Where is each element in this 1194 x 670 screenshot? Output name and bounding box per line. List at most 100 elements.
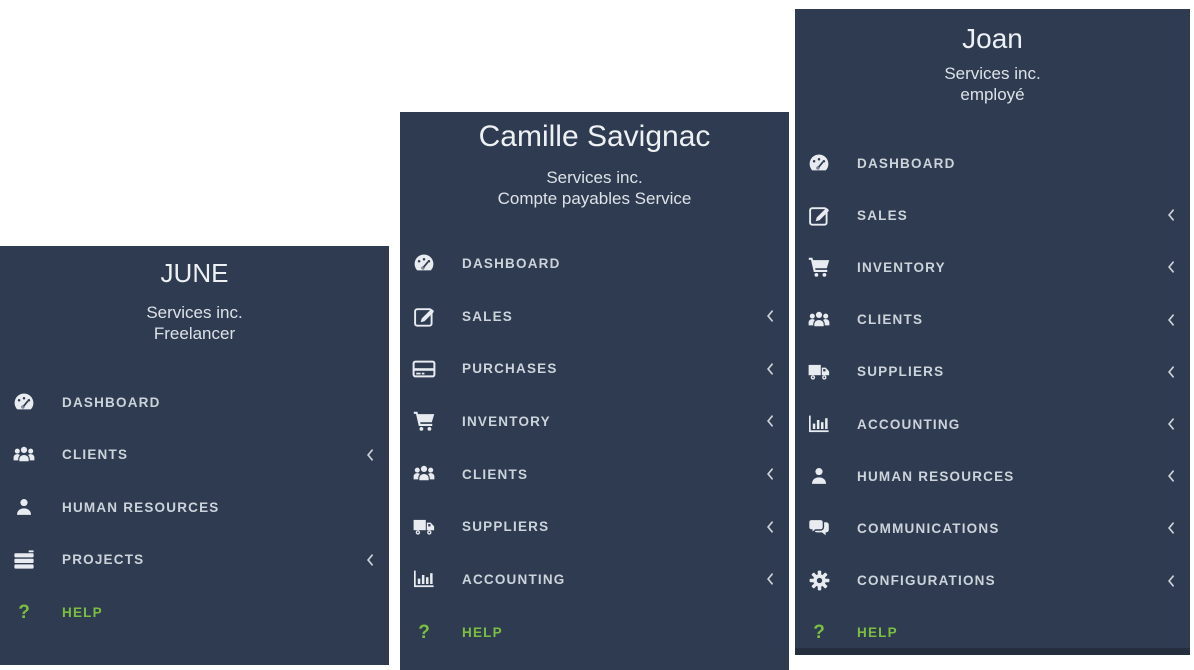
menu-item-label: ACCOUNTING [857,416,961,432]
chevron-left-icon [1166,313,1175,327]
menu-item-accounting[interactable]: ACCOUNTING [400,553,789,606]
chevron-left-icon [765,309,774,323]
projects-icon [12,548,36,572]
menu-item-dashboard[interactable]: DASHBOARD [0,376,389,429]
clients-icon [807,308,831,332]
user-profile-header: Joan Services inc. employé [795,9,1190,105]
sidebar-menu: DASHBOARD SALES INVENTORY CLIENTS SUPPLIERS A… [795,137,1190,659]
menu-item-label: SALES [462,308,514,324]
help-icon: ? [418,621,430,643]
menu-item-label: CLIENTS [462,466,529,482]
company-name: Services inc. [146,303,243,322]
help-icon: ? [18,601,30,623]
chevron-left-icon [1166,365,1175,379]
user-profile-header: JUNE Services inc. Freelancer [0,246,389,344]
user-name: Joan [962,23,1023,54]
edit-icon [412,304,436,328]
chevron-left-icon [765,362,774,376]
dashboard-icon [412,251,436,275]
user-icon [12,495,36,519]
chevron-left-icon [365,448,374,462]
menu-item-label: DASHBOARD [857,155,956,171]
dashboard-icon [12,390,36,414]
bar-chart-icon [412,567,436,591]
menu-item-label: CLIENTS [62,447,129,463]
chevron-left-icon [765,520,774,534]
menu-item-communications[interactable]: COMMUNICATIONS [795,502,1190,554]
chevron-left-icon [765,572,774,586]
user-profile-header: Camille Savignac Services inc. Compte pa… [400,112,789,209]
menu-item-purchases[interactable]: PURCHASES [400,342,789,395]
menu-item-label: ACCOUNTING [462,571,566,587]
chevron-left-icon [1166,469,1175,483]
user-role: employé [960,85,1025,104]
bar-chart-icon [807,412,831,436]
chevron-left-icon [1166,208,1175,222]
help-icon: ? [813,622,825,644]
cart-icon [412,409,436,433]
user-role: Freelancer [153,324,236,343]
menu-item-inventory[interactable]: INVENTORY [400,395,789,448]
menu-item-label: INVENTORY [462,413,551,429]
chevron-left-icon [1166,574,1175,588]
sidebar-menu: DASHBOARD CLIENTS HUMAN RESOURCES PROJECTS?… [0,376,389,639]
cart-icon [807,255,831,279]
chevron-left-icon [1166,417,1175,431]
menu-item-human-resources[interactable]: HUMAN RESOURCES [0,481,389,534]
company-name: Services inc. [944,64,1041,83]
comments-icon [807,516,831,540]
menu-item-label: HELP [62,604,103,620]
menu-item-projects[interactable]: PROJECTS [0,534,389,587]
menu-item-dashboard[interactable]: DASHBOARD [795,137,1190,189]
menu-item-sales[interactable]: SALES [400,290,789,343]
edit-icon [807,203,831,227]
menu-item-label: SUPPLIERS [462,519,550,535]
menu-item-label: HELP [462,624,503,640]
chevron-left-icon [1166,521,1175,535]
chevron-left-icon [1166,260,1175,274]
menu-item-help[interactable]: ? HELP [400,606,789,659]
sidebar-menu: DASHBOARD SALES PURCHASES INVENTORY CLIENTS S… [400,237,789,659]
menu-item-label: DASHBOARD [462,255,561,271]
truck-icon [807,360,831,384]
menu-item-help[interactable]: ? HELP [795,607,1190,659]
user-name: Camille Savignac [478,120,711,153]
menu-item-inventory[interactable]: INVENTORY [795,241,1190,293]
menu-item-sales[interactable]: SALES [795,189,1190,241]
company-name: Services inc. [546,168,643,187]
menu-item-label: CLIENTS [857,312,924,328]
chevron-left-icon [765,467,774,481]
menu-item-label: HELP [857,625,898,641]
menu-item-clients[interactable]: CLIENTS [0,429,389,482]
menu-item-label: PROJECTS [62,552,145,568]
menu-item-clients[interactable]: CLIENTS [795,294,1190,346]
menu-item-label: INVENTORY [857,259,946,275]
menu-item-human-resources[interactable]: HUMAN RESOURCES [795,450,1190,502]
menu-item-suppliers[interactable]: SUPPLIERS [795,346,1190,398]
clients-icon [12,443,36,467]
menu-item-accounting[interactable]: ACCOUNTING [795,398,1190,450]
menu-item-help[interactable]: ? HELP [0,586,389,639]
sidebar-payables: Camille Savignac Services inc. Compte pa… [400,112,789,670]
user-icon [807,464,831,488]
menu-item-label: HUMAN RESOURCES [857,468,1015,484]
sidebar-employee: Joan Services inc. employé DASHBOARD SALE… [795,9,1190,655]
menu-item-dashboard[interactable]: DASHBOARD [400,237,789,290]
chevron-left-icon [365,553,374,567]
gear-icon [807,569,831,593]
truck-icon [412,515,436,539]
dashboard-icon [807,151,831,175]
menu-item-configurations[interactable]: CONFIGURATIONS [795,555,1190,607]
user-name: JUNE [160,258,229,288]
sidebar-freelancer: JUNE Services inc. Freelancer DASHBOARD C… [0,246,389,665]
menu-item-label: HUMAN RESOURCES [62,499,220,515]
credit-card-icon [412,357,436,381]
menu-item-clients[interactable]: CLIENTS [400,448,789,501]
menu-item-label: SALES [857,207,909,223]
menu-item-label: CONFIGURATIONS [857,573,996,589]
menu-item-suppliers[interactable]: SUPPLIERS [400,500,789,553]
menu-item-label: DASHBOARD [62,394,161,410]
menu-item-label: COMMUNICATIONS [857,520,1000,536]
user-role: Compte payables Service [497,189,692,208]
